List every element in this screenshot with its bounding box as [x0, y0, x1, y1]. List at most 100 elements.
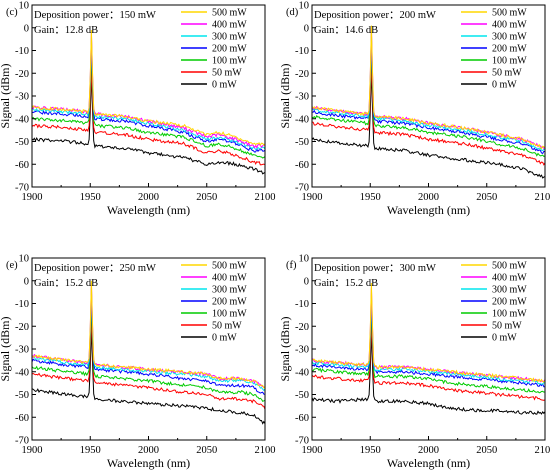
- y-tick-label: 0: [24, 276, 29, 287]
- legend-entry: 100 mW: [492, 56, 527, 67]
- legend-entry: 400 mW: [492, 273, 527, 284]
- x-tick-label: 2000: [418, 192, 439, 203]
- legend-entry: 400 mW: [492, 20, 527, 31]
- y-tick-label: -70: [15, 183, 29, 194]
- legend-entry: 200 mW: [492, 297, 527, 308]
- series-line-100-mw: [32, 303, 265, 402]
- series-line-50-mw: [32, 314, 265, 410]
- series-group: [32, 29, 265, 175]
- series-group: [312, 282, 545, 415]
- y-tick-label: -70: [15, 436, 29, 447]
- deposition-power-label: Deposition power：150 mW: [34, 10, 156, 21]
- y-tick-label: -20: [295, 322, 309, 333]
- y-tick-label: -10: [15, 299, 29, 310]
- y-tick-label: -40: [15, 367, 29, 378]
- panel-label: (c): [6, 7, 18, 18]
- series-line-300-mw: [312, 294, 545, 385]
- y-axis-title: Signal (dBm): [278, 316, 292, 381]
- series-line-0-mw: [312, 330, 545, 415]
- chart-panel: 1900 1950 2000 2050 2100 10 0 -10 -20 -30 -40 -50 -6…: [0, 254, 276, 471]
- y-tick-label: -20: [15, 322, 29, 333]
- series-line-200-mw: [32, 294, 265, 395]
- series-line-0-mw: [32, 326, 265, 425]
- y-axis-title: Signal (dBm): [0, 316, 12, 381]
- y-axis-title: Signal (dBm): [0, 63, 12, 128]
- series-line-0-mw: [32, 73, 265, 175]
- chart-panel: 1900 1950 2000 2050 2100 10 0 -10 -20 -30 -40 -50 -6…: [278, 254, 550, 471]
- y-tick-label: -50: [15, 390, 29, 401]
- legend-entry: 50 mW: [492, 321, 522, 332]
- legend-entry: 0 mW: [492, 80, 517, 91]
- y-tick-label: -20: [295, 69, 309, 80]
- gain-label: Gain：14.6 dB: [314, 25, 378, 36]
- y-tick-label: -50: [295, 390, 309, 401]
- legend-entry: 500 mW: [212, 261, 247, 272]
- series-line-0-mw: [312, 68, 545, 179]
- legend-entry: 300 mW: [492, 285, 527, 296]
- legend-entry: 400 mW: [212, 20, 247, 31]
- x-tick-label: 2100: [535, 445, 550, 456]
- legend-entry: 500 mW: [212, 8, 247, 19]
- y-tick-label: 10: [299, 1, 310, 12]
- x-tick-label: 1950: [80, 192, 101, 203]
- series-line-100-mw: [312, 310, 545, 394]
- series-line-500-mw: [32, 29, 265, 146]
- panel-label: (e): [6, 260, 18, 271]
- y-tick-label: 0: [24, 23, 29, 34]
- series-line-50-mw: [312, 321, 545, 401]
- x-tick-label: 1900: [302, 192, 323, 203]
- y-tick-label: -60: [295, 413, 309, 424]
- series-group: [32, 280, 265, 425]
- y-tick-label: -40: [295, 367, 309, 378]
- legend-entry: 0 mW: [212, 80, 237, 91]
- y-tick-label: -30: [15, 92, 29, 103]
- chart-panel: 1900 1950 2000 2050 2100 10 0 -10 -20 -30 -40 -50 -6…: [278, 1, 550, 218]
- y-tick-label: 10: [19, 1, 30, 12]
- y-tick-label: -50: [295, 137, 309, 148]
- legend-entry: 50 mW: [212, 321, 242, 332]
- x-tick-label: 2050: [476, 192, 497, 203]
- y-tick-label: -30: [295, 345, 309, 356]
- x-tick-label: 1950: [80, 445, 101, 456]
- y-tick-label: 0: [304, 276, 309, 287]
- x-tick-label: 2000: [418, 445, 439, 456]
- x-tick-label: 2100: [535, 192, 550, 203]
- y-tick-label: -70: [295, 436, 309, 447]
- x-tick-label: 1900: [22, 192, 43, 203]
- legend-entry: 50 mW: [212, 68, 242, 79]
- series-line-50-mw: [312, 59, 545, 166]
- deposition-power-label: Deposition power：250 mW: [34, 263, 156, 274]
- y-tick-label: -70: [295, 183, 309, 194]
- x-axis-title: Wavelength (nm): [387, 203, 470, 217]
- series-line-200-mw: [312, 301, 545, 388]
- legend-entry: 200 mW: [212, 297, 247, 308]
- legend-entry: 50 mW: [492, 68, 522, 79]
- y-tick-label: -40: [15, 114, 29, 125]
- y-tick-label: -10: [295, 46, 309, 57]
- legend-entry: 400 mW: [212, 273, 247, 284]
- x-tick-label: 2050: [196, 445, 217, 456]
- deposition-power-label: Deposition power：200 mW: [314, 10, 436, 21]
- gain-label: Gain：15.2 dB: [314, 278, 378, 289]
- panel-label: (d): [286, 7, 299, 18]
- x-tick-label: 2000: [138, 445, 159, 456]
- y-tick-label: -50: [15, 137, 29, 148]
- series-group: [312, 25, 545, 179]
- legend-entry: 100 mW: [492, 309, 527, 320]
- y-tick-label: -30: [295, 92, 309, 103]
- x-axis-title: Wavelength (nm): [107, 456, 190, 470]
- legend-entry: 0 mW: [212, 333, 237, 344]
- x-tick-label: 1950: [360, 445, 381, 456]
- legend-entry: 500 mW: [492, 8, 527, 19]
- y-tick-label: 10: [19, 254, 30, 265]
- series-line-500-mw: [312, 25, 545, 150]
- legend-entry: 500 mW: [492, 261, 527, 272]
- y-tick-label: -20: [15, 69, 29, 80]
- legend-entry: 200 mW: [492, 44, 527, 55]
- x-tick-label: 2050: [476, 445, 497, 456]
- y-tick-label: -30: [15, 345, 29, 356]
- series-line-100-mw: [312, 45, 545, 158]
- x-tick-label: 2100: [255, 445, 276, 456]
- y-tick-label: -60: [15, 413, 29, 424]
